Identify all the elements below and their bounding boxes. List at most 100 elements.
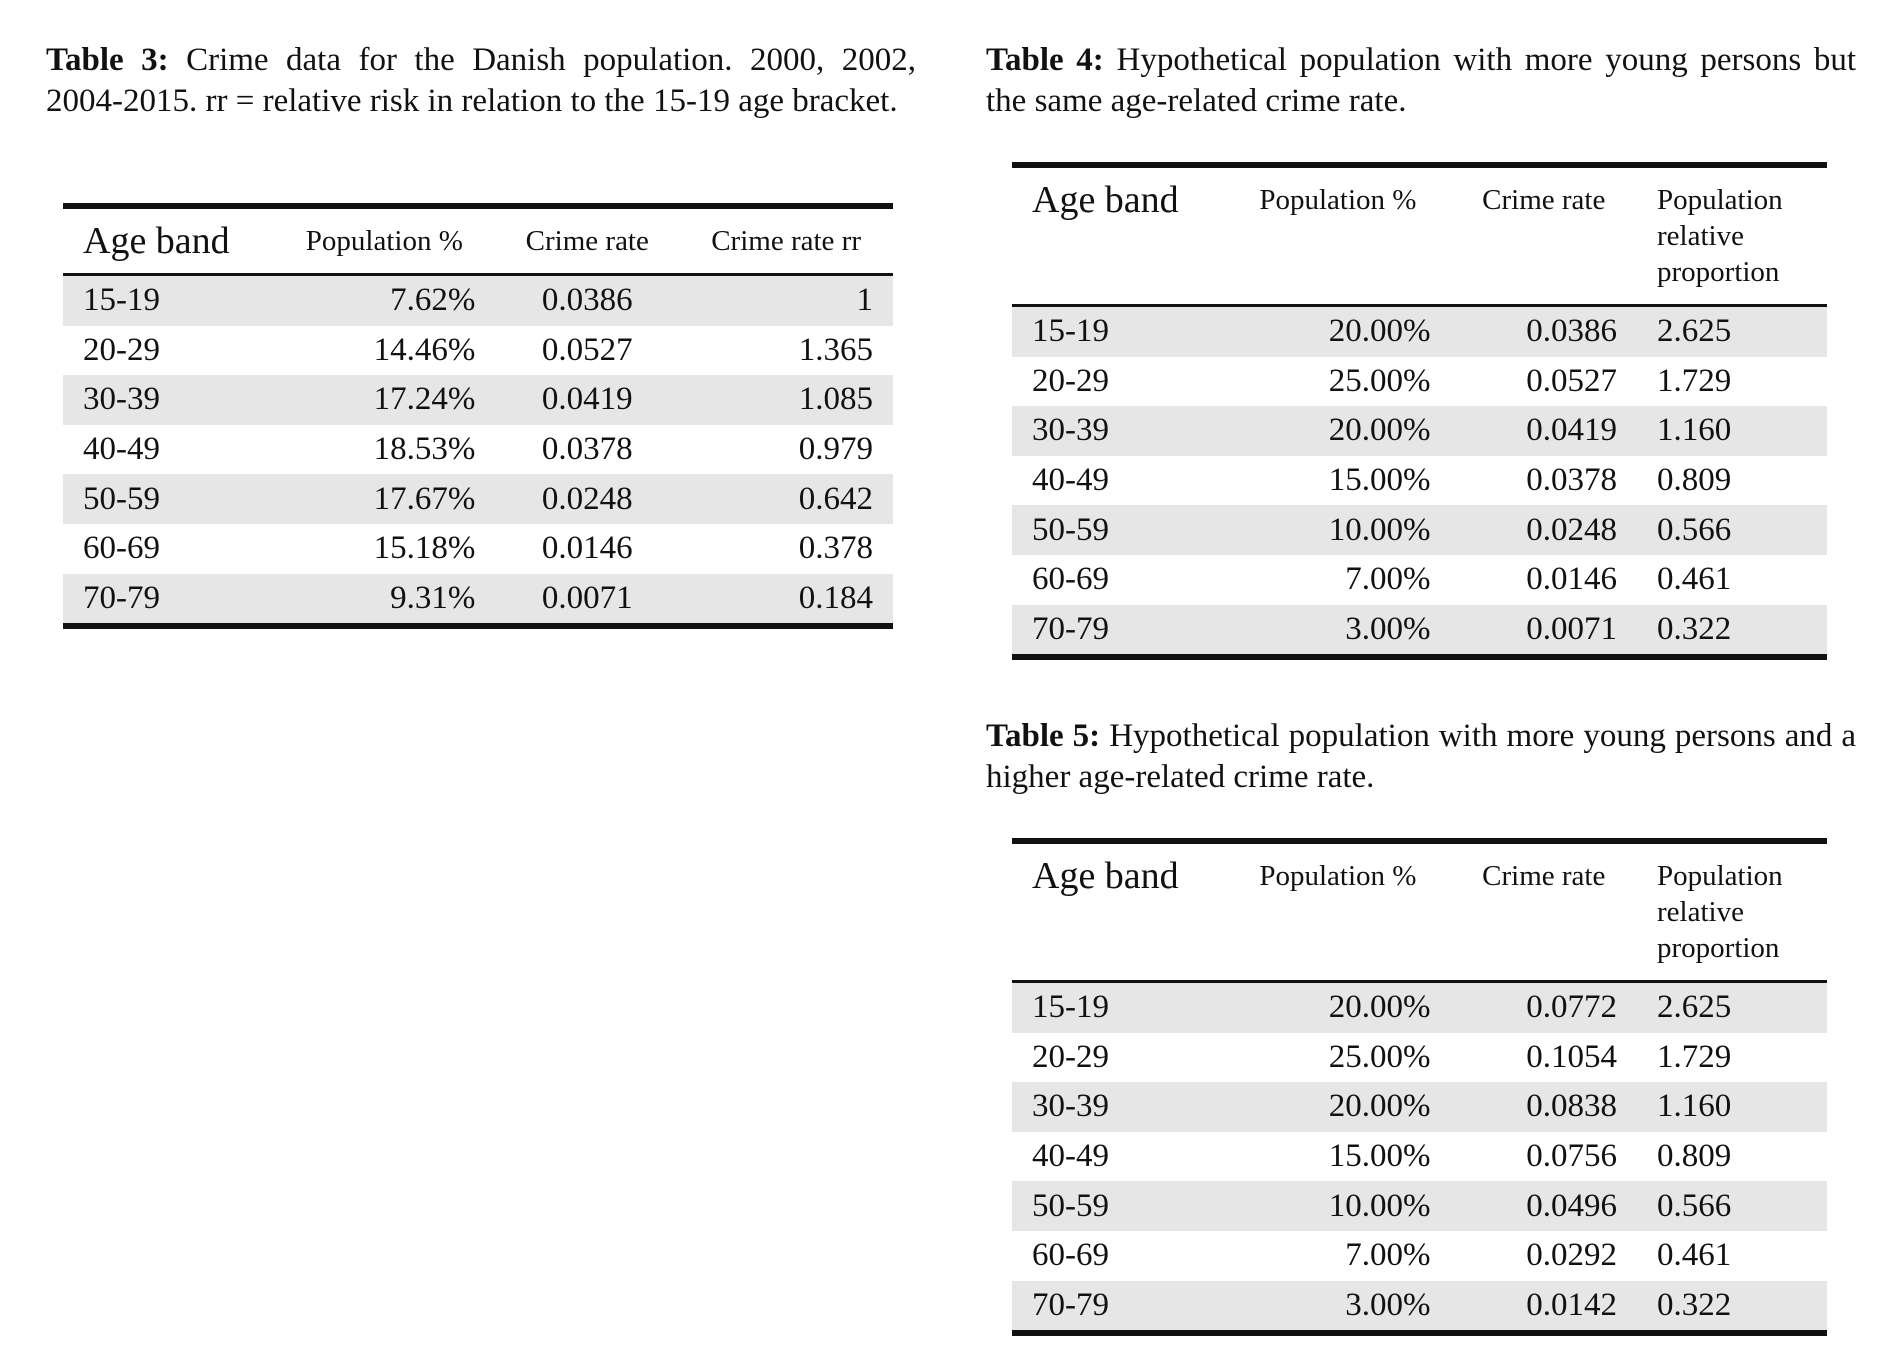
table-cell: 0.0378 — [1526, 462, 1617, 499]
table-cell: 0.0527 — [1526, 362, 1617, 399]
table-cell: 17.24% — [273, 375, 496, 425]
header-cell: Population relative proportion — [1637, 841, 1827, 983]
table-cell: 0.0146 — [1526, 561, 1617, 598]
table-cell: 20-29 — [1032, 362, 1109, 399]
table-cell: 30-39 — [63, 375, 274, 425]
table-cell: 7.00% — [1345, 561, 1431, 598]
table-header: Age band Population % Crime rate Population… — [1012, 841, 1827, 983]
caption-text: Hypothetical population with more young … — [986, 718, 1857, 795]
table-cell: 0.0756 — [1526, 1138, 1617, 1175]
table-cell: 0.0838 — [1450, 1082, 1637, 1132]
header-cell: Population % — [273, 206, 496, 276]
table-cell: 40-49 — [83, 431, 160, 468]
table-row: 20-29 25.00% 0.0527 1.729 — [1012, 357, 1827, 407]
table-cell: 15-19 — [1012, 305, 1226, 357]
table-cell: 14.46% — [373, 331, 476, 368]
table-row: 60-69 7.00% 0.0292 0.461 — [1012, 1231, 1827, 1281]
table-cell: 0.0146 — [541, 530, 633, 567]
table-cell: 0.0419 — [1450, 406, 1637, 456]
table-cell: 0.0419 — [495, 375, 680, 425]
data-table: Age band Population % Crime rate Population… — [1012, 162, 1827, 661]
table-cell: 0.566 — [1637, 1181, 1827, 1231]
table-cell: 1.085 — [679, 375, 893, 425]
table-cell: 15-19 — [63, 274, 274, 326]
header-cell: Age band — [1012, 841, 1226, 983]
table-body: 15-19 20.00% 0.0386 2.625 20-29 25.00% 0.0527 1… — [1012, 305, 1827, 658]
table-cell: 25.00% — [1328, 362, 1431, 399]
table-cell: 70-79 — [63, 573, 274, 627]
table-cell: 20.00% — [1225, 981, 1451, 1033]
table-row: 20-29 14.46% 0.0527 1.365 — [63, 326, 893, 376]
header-cell: Population % — [1225, 165, 1451, 307]
table-row: 50-59 10.00% 0.0496 0.566 — [1012, 1181, 1827, 1231]
caption-text: Hypothetical population with more young … — [986, 42, 1857, 119]
table-cell: 20.00% — [1225, 1082, 1451, 1132]
table-cell: 1.160 — [1637, 406, 1827, 456]
table-cell: 0.378 — [798, 530, 873, 567]
table-row: 15-19 20.00% 0.0772 2.625 — [1012, 981, 1827, 1033]
table-cell: 15.18% — [373, 530, 476, 567]
table-cell: 0.461 — [1657, 1237, 1732, 1274]
caption-label: Table 5: — [986, 718, 1101, 754]
table-row: 50-59 10.00% 0.0248 0.566 — [1012, 505, 1827, 555]
data-table: Age band Population % Crime rate Crime rate… — [63, 203, 893, 630]
table-cell: 0.0772 — [1450, 981, 1637, 1033]
table-cell: 0.0496 — [1450, 1181, 1637, 1231]
caption: Table 3: Crime data for the Danish popul… — [46, 40, 916, 122]
table-row: 40-49 15.00% 0.0756 0.809 — [1012, 1132, 1827, 1182]
header-row: Age band Population % Crime rate Population… — [1012, 841, 1827, 983]
table-row: 40-49 18.53% 0.0378 0.979 — [63, 425, 893, 475]
table-row: 70-79 3.00% 0.0142 0.322 — [1012, 1280, 1827, 1334]
table-cell: 70-79 — [1012, 604, 1226, 658]
table-cell: 30-39 — [1012, 1082, 1226, 1132]
header-cell: Population % — [1225, 841, 1451, 983]
table-header: Age band Population % Crime rate Crime rate… — [63, 206, 893, 276]
table-cell: 10.00% — [1225, 505, 1451, 555]
table-cell: 2.625 — [1637, 981, 1827, 1033]
caption-label: Table 3: — [46, 42, 169, 78]
table-cell: 20.00% — [1225, 305, 1451, 357]
table-cell: 60-69 — [1032, 1237, 1109, 1274]
caption-text: Crime data for the Danish population. 20… — [46, 42, 916, 119]
table-cell: 0.809 — [1657, 462, 1732, 499]
table-header: Age band Population % Crime rate Population… — [1012, 165, 1827, 307]
table-cell: 17.67% — [273, 474, 496, 524]
table-cell: 60-69 — [1032, 561, 1109, 598]
caption: Table 4: Hypothetical population with mo… — [986, 40, 1856, 122]
header-cell: Crime rate — [495, 206, 680, 276]
table-row: 20-29 25.00% 0.1054 1.729 — [1012, 1033, 1827, 1083]
table-cell: 3.00% — [1225, 1280, 1451, 1334]
table-cell: 0.322 — [1637, 1280, 1827, 1334]
header-cell: Age band — [1012, 165, 1226, 307]
header-cell: Crime rate — [1450, 841, 1637, 983]
table-row: 70-79 9.31% 0.0071 0.184 — [63, 573, 893, 627]
table-cell: 50-59 — [1012, 1181, 1226, 1231]
table-cell: 10.00% — [1225, 1181, 1451, 1231]
table-cell: 0.0142 — [1450, 1280, 1637, 1334]
table-cell: 7.00% — [1345, 1237, 1431, 1274]
table-cell: 2.625 — [1637, 305, 1827, 357]
table-cell: 18.53% — [373, 431, 476, 468]
table-cell: 0.809 — [1657, 1138, 1732, 1175]
table-cell: 15.00% — [1328, 1138, 1431, 1175]
table-cell: 3.00% — [1225, 604, 1451, 658]
table-cell: 1.729 — [1657, 1038, 1732, 1075]
table-cell: 0.0248 — [1450, 505, 1637, 555]
table-row: 50-59 17.67% 0.0248 0.642 — [63, 474, 893, 524]
table-row: 60-69 15.18% 0.0146 0.378 — [63, 524, 893, 574]
header-row: Age band Population % Crime rate Population… — [1012, 165, 1827, 307]
table-cell: 30-39 — [1012, 406, 1226, 456]
table-cell: 50-59 — [63, 474, 274, 524]
caption-label: Table 4: — [986, 42, 1104, 78]
header-cell: Age band — [63, 206, 274, 276]
table-cell: 40-49 — [1032, 1138, 1109, 1175]
table-cell: 70-79 — [1012, 1280, 1226, 1334]
table-cell: 15.00% — [1328, 462, 1431, 499]
table-row: 30-39 17.24% 0.0419 1.085 — [63, 375, 893, 425]
table-cell: 0.0071 — [1450, 604, 1637, 658]
table-cell: 0.1054 — [1526, 1038, 1617, 1075]
table-cell: 1.365 — [798, 331, 873, 368]
table-cell: 0.0071 — [495, 573, 680, 627]
caption: Table 5: Hypothetical population with mo… — [986, 716, 1856, 798]
